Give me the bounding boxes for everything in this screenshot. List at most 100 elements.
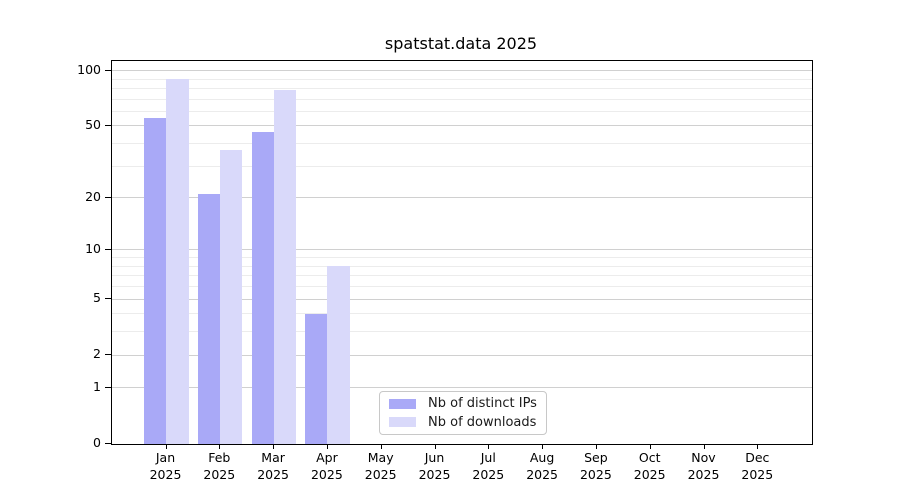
legend-item-distinct-ips: Nb of distinct IPs: [389, 396, 537, 412]
gridline-minor: [112, 313, 812, 315]
y-tick-mark: [105, 196, 111, 198]
x-tick-month: Dec: [745, 450, 770, 465]
x-tick-month: Jan: [155, 450, 176, 465]
bar-downloads: [166, 79, 189, 444]
x-tick-year: 2025: [310, 466, 343, 482]
gridline-major: [112, 197, 812, 199]
x-tick-label: Aug 2025: [502, 450, 582, 483]
bar-downloads: [219, 149, 243, 444]
x-tick-mark: [595, 444, 597, 449]
x-tick-year: 2025: [579, 466, 612, 482]
x-tick-label: Sep 2025: [556, 450, 636, 483]
legend-swatch-distinct-ips: [389, 398, 416, 409]
y-tick-label: 50: [85, 116, 101, 132]
x-tick-mark: [542, 444, 544, 449]
gridline-minor: [112, 110, 812, 112]
legend-item-downloads: Nb of downloads: [389, 415, 537, 431]
x-tick-month: Feb: [208, 450, 231, 465]
x-tick-year: 2025: [633, 466, 666, 482]
x-tick-year: 2025: [741, 466, 774, 482]
gridline-major: [112, 70, 812, 72]
x-tick-mark: [488, 444, 490, 449]
gridline-major: [112, 125, 812, 127]
gridline-major: [112, 387, 812, 389]
gridline-minor: [112, 98, 812, 100]
x-tick-month: Jul: [480, 450, 496, 465]
x-tick-month: Nov: [691, 450, 716, 465]
x-tick-year: 2025: [364, 466, 397, 482]
gridline-minor: [112, 257, 812, 259]
chart-title: spatstat.data 2025: [384, 34, 538, 53]
x-tick-label: Feb 2025: [179, 450, 259, 483]
bar-distinct-ips: [197, 193, 221, 444]
y-tick-mark: [105, 386, 111, 388]
y-tick-label: 5: [93, 290, 101, 306]
y-tick-mark: [105, 443, 111, 444]
bar-distinct-ips: [305, 313, 328, 444]
gridline-minor: [112, 331, 812, 333]
gridline-minor: [112, 87, 812, 89]
legend-label-distinct-ips: Nb of distinct IPs: [428, 396, 537, 412]
bar-distinct-ips: [251, 132, 275, 444]
x-tick-label: Nov 2025: [664, 450, 744, 483]
gridline-minor: [112, 78, 812, 80]
x-tick-mark: [326, 444, 328, 449]
x-tick-mark: [649, 444, 651, 449]
gridline-minor: [112, 165, 812, 167]
y-tick-mark: [105, 248, 111, 250]
x-tick-month: Oct: [638, 450, 661, 465]
x-tick-label: Apr 2025: [287, 450, 367, 483]
gridline-minor: [112, 143, 812, 145]
x-tick-year: 2025: [257, 466, 289, 482]
y-tick-label: 20: [85, 188, 101, 204]
x-tick-year: 2025: [687, 466, 720, 482]
x-tick-label: Jul 2025: [448, 450, 528, 483]
x-tick-label: Oct 2025: [610, 450, 690, 483]
x-tick-mark: [273, 444, 275, 449]
x-tick-month: Sep: [584, 450, 608, 465]
x-tick-label: May 2025: [341, 450, 421, 483]
x-tick-label: Mar 2025: [233, 450, 313, 483]
bar-distinct-ips: [144, 118, 167, 444]
y-tick-mark: [105, 69, 111, 71]
y-tick-label: 10: [85, 240, 101, 256]
gridline-major: [112, 298, 812, 300]
x-tick-year: 2025: [203, 466, 236, 482]
x-tick-month: Apr: [316, 450, 338, 465]
x-tick-mark: [703, 444, 705, 449]
bar-downloads: [273, 90, 297, 444]
gridline-minor: [112, 286, 812, 288]
x-tick-label: Jun 2025: [395, 450, 475, 483]
legend: Nb of distinct IPs Nb of downloads: [379, 391, 547, 435]
y-tick-mark: [105, 354, 111, 356]
x-tick-year: 2025: [472, 466, 505, 482]
x-tick-mark: [165, 444, 167, 449]
y-tick-label: 1: [93, 378, 101, 394]
x-tick-year: 2025: [526, 466, 558, 482]
x-tick-mark: [434, 444, 436, 449]
x-tick-label: Jan 2025: [126, 450, 206, 483]
bar-downloads: [327, 266, 350, 444]
x-tick-month: Jun: [424, 450, 445, 465]
y-tick-label: 2: [93, 346, 101, 362]
plot-area: [111, 60, 813, 445]
x-tick-year: 2025: [149, 466, 182, 482]
gridline-major: [112, 354, 812, 356]
x-tick-mark: [757, 444, 759, 449]
x-tick-mark: [380, 444, 382, 449]
y-tick-label: 0: [93, 435, 101, 450]
gridline-minor: [112, 265, 812, 267]
x-tick-label: Dec 2025: [717, 450, 797, 483]
y-tick-mark: [105, 298, 111, 300]
legend-swatch-downloads: [389, 417, 416, 428]
y-tick-mark: [105, 124, 111, 126]
legend-label-downloads: Nb of downloads: [428, 414, 537, 430]
x-tick-month: Mar: [261, 450, 285, 465]
x-tick-year: 2025: [418, 466, 451, 482]
x-tick-month: May: [367, 450, 394, 465]
x-tick-month: Aug: [529, 450, 555, 465]
x-tick-mark: [219, 444, 221, 449]
gridline-minor: [112, 275, 812, 277]
y-tick-label: 100: [77, 61, 101, 77]
